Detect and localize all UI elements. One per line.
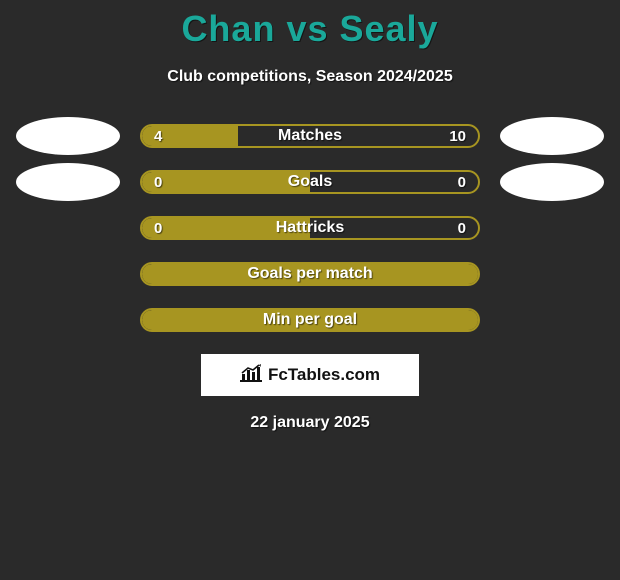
player-right-bubble — [500, 117, 604, 155]
comparison-rows: 410Matches 00Goals 00Hattricks Goals per ma… — [0, 124, 620, 332]
stat-label: Min per goal — [142, 310, 478, 330]
player-left-bubble — [16, 163, 120, 201]
page-title: Chan vs Sealy — [0, 0, 620, 50]
player-left-bubble — [16, 117, 120, 155]
stat-bar: Goals per match — [140, 262, 480, 286]
stat-label: Goals per match — [142, 264, 478, 284]
stat-bar: Min per goal — [140, 308, 480, 332]
comparison-row: Goals per match — [0, 262, 620, 286]
comparison-row: 00Goals — [0, 170, 620, 194]
player-right-bubble — [500, 163, 604, 201]
stat-bar: 410Matches — [140, 124, 480, 148]
subtitle: Club competitions, Season 2024/2025 — [0, 68, 620, 86]
comparison-row: 00Hattricks — [0, 216, 620, 240]
comparison-row: Min per goal — [0, 308, 620, 332]
stat-label: Matches — [142, 126, 478, 146]
brand-chart-icon — [240, 364, 262, 387]
stat-bar: 00Goals — [140, 170, 480, 194]
brand-box[interactable]: FcTables.com — [201, 354, 419, 396]
comparison-row: 410Matches — [0, 124, 620, 148]
date-text: 22 january 2025 — [0, 414, 620, 432]
stat-label: Goals — [142, 172, 478, 192]
stat-bar: 00Hattricks — [140, 216, 480, 240]
stat-label: Hattricks — [142, 218, 478, 238]
brand-text: FcTables.com — [268, 365, 380, 385]
